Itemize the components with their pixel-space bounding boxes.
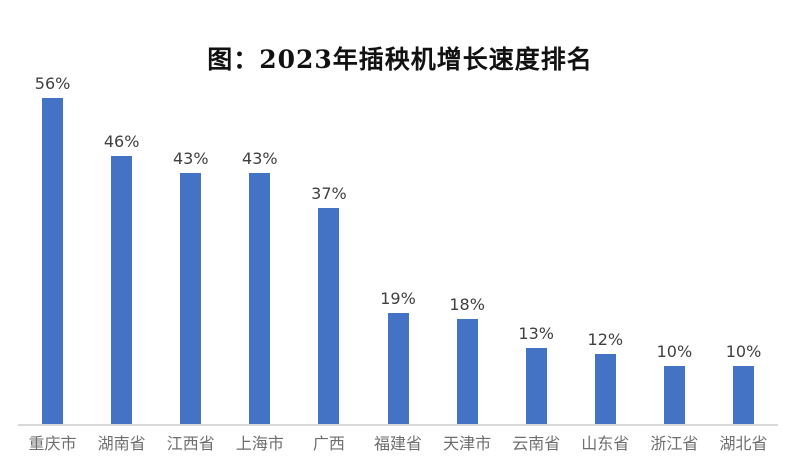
bar[interactable] [663, 365, 685, 424]
bar-group: 10% [640, 74, 709, 424]
bar-value-label: 18% [449, 295, 485, 314]
bar[interactable] [318, 208, 340, 424]
bar[interactable] [249, 173, 271, 424]
x-axis-label: 浙江省 [650, 434, 699, 453]
bar-value-label: 10% [656, 341, 693, 361]
bar-group: 13% [502, 74, 571, 424]
bar-value-label: 19% [380, 289, 416, 309]
x-axis-label: 江西省 [166, 434, 215, 453]
bar-group: 19% [363, 74, 432, 424]
bar[interactable] [180, 173, 202, 424]
x-axis-label: 广西 [312, 434, 345, 453]
bar-value-label: 43% [172, 149, 209, 169]
x-axis-label: 福建省 [374, 434, 423, 453]
bar-group: 46% [87, 74, 156, 424]
bar[interactable] [594, 354, 616, 424]
bar-value-label: 56% [34, 74, 71, 93]
bar-value-label: 10% [725, 341, 762, 361]
x-axis-label: 湖南省 [97, 434, 146, 453]
bar-value-label: 43% [242, 149, 278, 169]
x-axis-label: 重庆市 [28, 434, 77, 453]
x-axis-label: 湖北省 [719, 434, 768, 453]
x-axis-label: 天津市 [443, 434, 492, 453]
chart-title: 图：2023年插秧机增长速度排名 [207, 45, 593, 74]
bar-value-label: 37% [311, 184, 347, 204]
x-axis-label: 上海市 [235, 434, 284, 453]
bar-group: 18% [433, 74, 502, 424]
x-axis-label: 山东省 [581, 434, 630, 453]
bar-group: 37% [294, 74, 363, 424]
bar-group: 56% [18, 74, 87, 424]
plot-area: 56% 46% 43% 43% 37% 19% 18% 13% 12% 10% 10% [18, 74, 778, 426]
bar[interactable] [732, 365, 754, 424]
bar[interactable] [525, 348, 547, 424]
bar[interactable] [111, 155, 133, 424]
bar[interactable] [42, 98, 64, 424]
x-axis: 重庆市 湖南省 江西省 上海市 广西 福建省 天津市 云南省 山东省 浙江省 湖北省 [18, 434, 778, 454]
bar-group: 12% [571, 74, 640, 424]
bar-group: 10% [709, 74, 778, 424]
bar-value-label: 13% [518, 324, 554, 344]
bar-group: 43% [225, 74, 294, 424]
bar[interactable] [456, 319, 478, 424]
bar[interactable] [387, 313, 409, 424]
bar-group: 43% [156, 74, 225, 424]
bar-value-label: 46% [103, 131, 140, 151]
bar-value-label: 12% [587, 330, 624, 349]
x-axis-label: 云南省 [512, 434, 561, 453]
